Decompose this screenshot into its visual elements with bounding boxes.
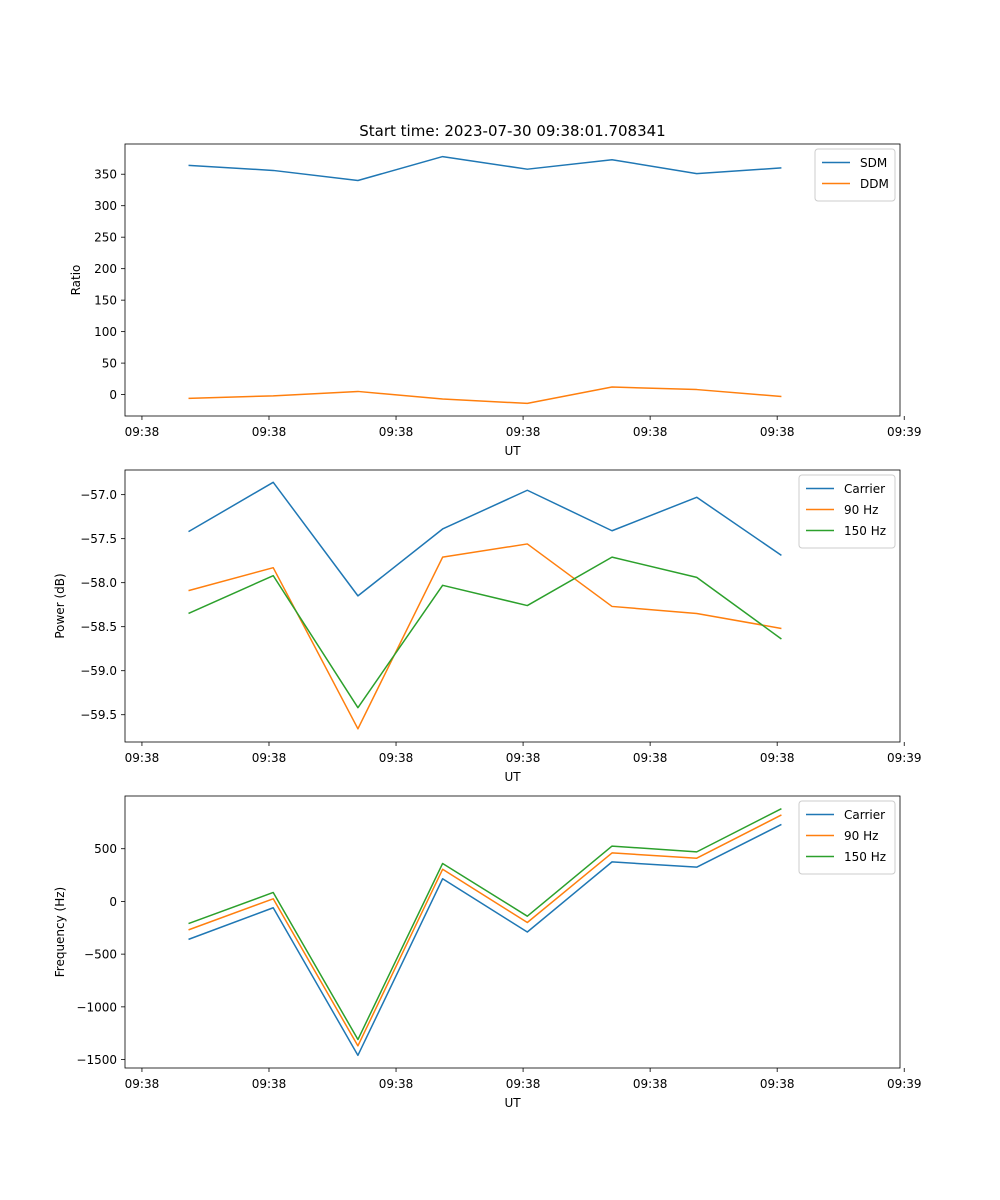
x-tick-label: 09:38 [379, 1077, 414, 1091]
legend: Carrier 90 Hz 150 Hz [798, 474, 896, 549]
y-axis-label: Frequency (Hz) [53, 887, 67, 978]
x-tick-label: 09:38 [125, 751, 160, 765]
x-tick-label: 09:38 [252, 751, 287, 765]
frequency-panel: 09:38 09:38 09:38 09:38 09:38 09:38 09:39 −1500… [53, 795, 922, 1110]
axes-frame [124, 795, 901, 1069]
x-tick-label: 09:38 [760, 1077, 795, 1091]
x-axis-label: UT [504, 770, 521, 784]
axes-frame [124, 143, 901, 417]
y-tick-label: −59.0 [80, 664, 117, 678]
y-tick-label: 300 [94, 199, 117, 213]
y-tick-label: 50 [102, 357, 117, 371]
legend-label: 150 Hz [844, 524, 886, 538]
y-tick-label: 150 [94, 294, 117, 308]
x-tick-label: 09:38 [506, 425, 541, 439]
y-tick-label: 100 [94, 325, 117, 339]
y-tick-label: −1500 [76, 1053, 117, 1067]
x-tick-label: 09:39 [887, 751, 922, 765]
legend-label: DDM [860, 177, 889, 191]
x-tick-label: 09:38 [379, 751, 414, 765]
legend-label: 90 Hz [844, 829, 878, 843]
x-axis-label: UT [504, 1096, 521, 1110]
y-tick-label: −59.5 [80, 708, 117, 722]
series-line-150-hz [188, 556, 782, 709]
legend-label: Carrier [844, 808, 885, 822]
legend-label: 90 Hz [844, 503, 878, 517]
legend: Carrier 90 Hz 150 Hz [798, 800, 896, 875]
x-tick-label: 09:38 [506, 751, 541, 765]
y-tick-label: 250 [94, 231, 117, 245]
y-axis-label: Ratio [69, 265, 83, 296]
series-line-sdm [188, 155, 782, 182]
figure-title: Start time: 2023-07-30 09:38:01.708341 [359, 122, 665, 140]
legend-label: 150 Hz [844, 850, 886, 864]
x-tick-label: 09:38 [760, 751, 795, 765]
series-line-90-hz [188, 543, 782, 730]
y-tick-label: 200 [94, 262, 117, 276]
axes-frame [124, 469, 901, 743]
y-tick-label: −1000 [76, 1000, 117, 1014]
y-tick-label: −500 [84, 948, 117, 962]
y-tick-label: 350 [94, 168, 117, 182]
legend-label: SDM [860, 156, 887, 170]
x-tick-label: 09:38 [633, 1077, 668, 1091]
series-line-carrier [188, 823, 782, 1057]
x-tick-label: 09:38 [633, 751, 668, 765]
x-tick-label: 09:38 [125, 1077, 160, 1091]
x-tick-label: 09:39 [887, 425, 922, 439]
x-tick-label: 09:39 [887, 1077, 922, 1091]
series-line-90-hz [188, 814, 782, 1047]
y-axis-label: Power (dB) [53, 573, 67, 638]
y-tick-label: −57.5 [80, 532, 117, 546]
y-tick-label: −57.0 [80, 488, 117, 502]
y-tick-label: −58.0 [80, 576, 117, 590]
y-tick-label: 500 [94, 842, 117, 856]
x-tick-label: 09:38 [125, 425, 160, 439]
y-tick-label: 0 [109, 895, 117, 909]
x-tick-label: 09:38 [506, 1077, 541, 1091]
legend-label: Carrier [844, 482, 885, 496]
x-tick-label: 09:38 [760, 425, 795, 439]
legend: SDM DDM [814, 148, 896, 202]
x-tick-label: 09:38 [379, 425, 414, 439]
power-panel: 09:38 09:38 09:38 09:38 09:38 09:38 09:39 −59.5… [53, 469, 922, 784]
x-tick-label: 09:38 [252, 1077, 287, 1091]
x-tick-label: 09:38 [633, 425, 668, 439]
y-tick-label: 0 [109, 388, 117, 402]
series-line-150-hz [188, 807, 782, 1041]
x-axis-label: UT [504, 444, 521, 458]
x-tick-label: 09:38 [252, 425, 287, 439]
series-line-carrier [188, 481, 782, 597]
ratio-panel: 09:38 09:38 09:38 09:38 09:38 09:38 09:39 0 50 10… [69, 143, 922, 458]
y-tick-label: −58.5 [80, 620, 117, 634]
series-line-ddm [188, 386, 782, 405]
